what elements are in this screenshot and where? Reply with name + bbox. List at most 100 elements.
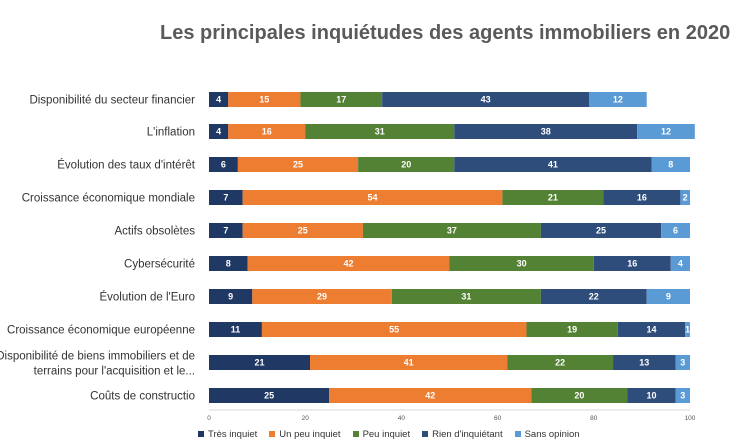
bar-segment	[531, 388, 628, 403]
bar-segment	[613, 355, 676, 370]
x-tick-label: 100	[685, 415, 696, 422]
data-label: 22	[589, 292, 599, 302]
data-label: 31	[461, 292, 471, 302]
bar-segment	[670, 256, 690, 271]
data-label: 15	[259, 95, 269, 105]
bar-segment	[300, 92, 383, 107]
data-label: 10	[647, 391, 657, 401]
chart-legend: Très inquiet Un peu inquiet Peu inquiet Rie…	[198, 427, 580, 441]
bar-segment	[362, 223, 541, 238]
category-label: Croissance économique mondiale	[22, 193, 195, 205]
bar-segment	[449, 256, 594, 271]
bar-segment	[675, 355, 690, 370]
x-tick-label: 60	[494, 415, 502, 422]
x-tick-label: 80	[590, 415, 598, 422]
data-label: 8	[668, 160, 673, 170]
category-label: Actifs obsolètes	[114, 226, 195, 238]
data-label: 4	[678, 259, 683, 269]
data-label: 16	[262, 127, 272, 137]
data-label: 17	[336, 95, 346, 105]
bar-segment	[617, 322, 686, 337]
legend-label: Sans opinion	[524, 428, 580, 440]
bar-segment	[502, 190, 604, 205]
data-label: 41	[404, 358, 414, 368]
bar-segment	[242, 190, 503, 205]
bar-segment	[209, 388, 330, 403]
data-label: 11	[231, 325, 241, 335]
bar-segment	[228, 92, 301, 107]
data-label: 21	[254, 358, 264, 368]
data-label: 3	[680, 391, 685, 401]
data-label: 4	[216, 95, 221, 105]
data-label: 54	[368, 193, 378, 203]
bar-segment	[252, 289, 392, 304]
bar-segment	[209, 124, 229, 139]
data-label: 7	[223, 226, 228, 236]
bar-segment	[242, 223, 363, 238]
data-label: 12	[661, 127, 671, 137]
x-tick-label: 20	[302, 415, 310, 422]
category-label: Disponibilité du secteur financier	[29, 95, 195, 107]
bar-segment	[540, 223, 662, 238]
data-label: 20	[574, 391, 584, 401]
legend-swatch	[198, 431, 204, 437]
bar-segment	[454, 124, 638, 139]
bar-segment	[526, 322, 618, 337]
legend-item: Très inquiet	[198, 427, 257, 441]
bar-segment	[247, 256, 450, 271]
legend-item: Rien d'inquiétant	[422, 427, 503, 441]
legend-swatch	[352, 431, 359, 437]
category-label: Évolution des taux d'intérêt	[57, 159, 196, 172]
bar-segment	[651, 157, 690, 172]
bar-segment	[209, 223, 243, 238]
legend-item: Un peu inquiet	[269, 427, 341, 441]
legend-label: Rien d'inquiétant	[432, 428, 503, 440]
bar-segment	[588, 92, 647, 107]
bar-segment	[391, 289, 541, 304]
x-tick-label: 0	[207, 415, 211, 422]
data-label: 9	[228, 292, 233, 302]
data-label: 16	[627, 259, 637, 269]
legend-swatch	[422, 431, 429, 437]
bar-segment	[685, 322, 690, 337]
category-label: Cybersécurité	[124, 259, 195, 271]
bar-segment	[593, 256, 671, 271]
data-label: 25	[298, 226, 308, 236]
data-label: 6	[221, 160, 226, 170]
legend-item: Peu inquiet	[352, 427, 411, 441]
bar-segment	[209, 322, 262, 337]
category-label: Croissance économique européenne	[7, 325, 195, 337]
chart-title: Les principales inquiétudes des agents i…	[160, 22, 731, 44]
legend-swatch	[269, 431, 276, 437]
bar-segment	[382, 92, 589, 107]
bar-segment	[603, 190, 681, 205]
bar-segment	[209, 355, 311, 370]
bar-segment	[305, 124, 455, 139]
data-label: 3	[680, 358, 685, 368]
bar-segment	[680, 190, 690, 205]
bar-segment	[661, 223, 690, 238]
data-label: 6	[673, 226, 678, 236]
category-label: Disponibilité de biens immobiliers et de…	[0, 351, 195, 378]
data-label: 21	[548, 193, 558, 203]
bar-segment	[209, 157, 238, 172]
bar-segment	[237, 157, 359, 172]
data-label: 14	[647, 325, 657, 335]
legend-label: Peu inquiet	[362, 428, 411, 440]
data-label: 25	[596, 226, 606, 236]
data-label: 4	[216, 127, 221, 137]
category-label: Coûts de constructio	[90, 391, 195, 403]
data-label: 43	[481, 95, 491, 105]
data-label: 55	[389, 325, 399, 335]
bar-segment	[627, 388, 676, 403]
bar-segment	[675, 388, 690, 403]
bar-segment	[209, 92, 229, 107]
data-label: 42	[425, 391, 435, 401]
bar-segment	[228, 124, 306, 139]
data-label: 9	[666, 292, 671, 302]
category-label: L'inflation	[147, 127, 195, 139]
data-label: 38	[541, 127, 551, 137]
data-label: 37	[447, 226, 457, 236]
data-label: 29	[317, 292, 327, 302]
